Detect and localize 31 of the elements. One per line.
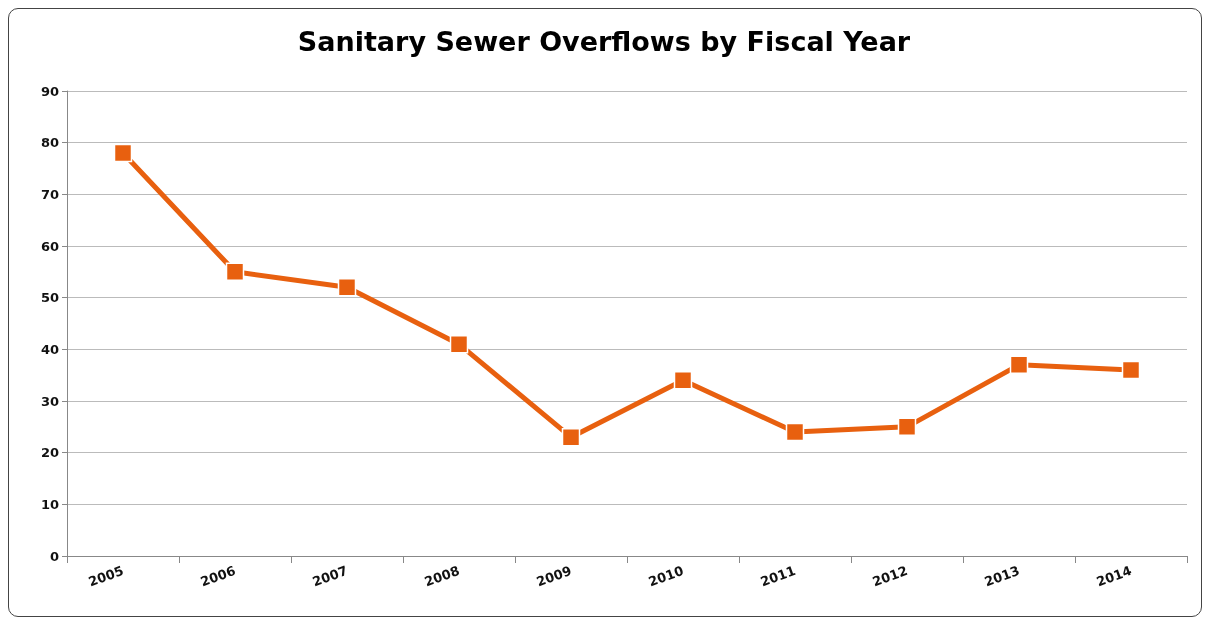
y-tick-label: 50: [40, 290, 59, 306]
y-tick-label: 60: [40, 238, 59, 254]
x-tick-label: 2005: [86, 562, 126, 590]
y-tick-label: 30: [40, 393, 59, 409]
x-tick-label: 2013: [982, 562, 1022, 590]
point: [561, 427, 581, 447]
point: [225, 262, 245, 282]
y-tick-label: 80: [40, 135, 59, 151]
point: [449, 334, 469, 354]
y-tick-label: 0: [49, 548, 59, 564]
point: [1121, 360, 1141, 380]
x-tick-label: 2010: [646, 562, 686, 590]
point: [785, 422, 805, 442]
y-tick-label: 90: [40, 83, 59, 99]
point: [113, 143, 133, 163]
x-tick-label: 2012: [870, 562, 910, 590]
x-tick-label: 2008: [422, 562, 462, 590]
y-tick-label: 20: [40, 445, 59, 461]
point: [673, 371, 693, 390]
x-tick-label: 2007: [310, 562, 350, 590]
x-tick-label: 2009: [534, 562, 574, 590]
point: [897, 417, 917, 437]
point: [337, 278, 357, 297]
y-tick-label: 10: [40, 496, 59, 512]
y-tick-label: 40: [40, 341, 59, 357]
x-tick-label: 2006: [198, 562, 238, 590]
point: [1009, 355, 1029, 375]
y-tick-label: 70: [40, 186, 59, 202]
x-tick-label: 2011: [758, 562, 798, 590]
x-tick-label: 2014: [1094, 562, 1134, 590]
chart-title: Sanitary Sewer Overflows by Fiscal Year: [297, 26, 911, 57]
